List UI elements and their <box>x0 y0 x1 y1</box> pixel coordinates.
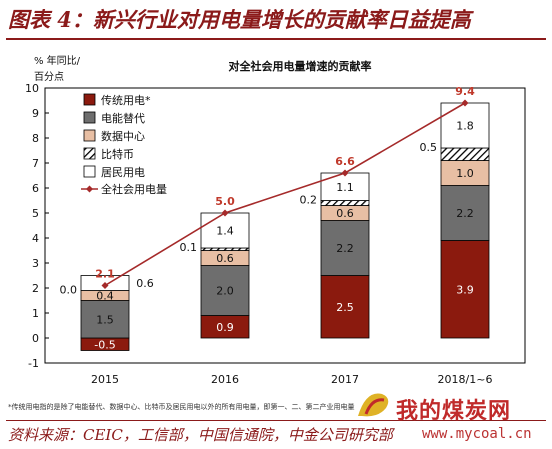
source-divider <box>6 420 546 421</box>
y-tick-label: 10 <box>25 82 39 95</box>
legend-swatch-traditional <box>83 93 96 106</box>
bar-traditional <box>440 240 490 339</box>
y-tick-label: 5 <box>32 207 39 220</box>
y-tick-label: 9 <box>32 107 39 120</box>
data-label-residential: 1.1 <box>336 181 354 194</box>
data-label-residential: 1.8 <box>456 120 474 133</box>
y-tick-label: -1 <box>28 357 39 370</box>
legend-swatch-total-marker <box>86 185 93 193</box>
bar-residential <box>200 212 250 249</box>
bar-substitution <box>320 220 370 276</box>
line-point <box>101 282 109 289</box>
y-axis-label-line1: % 年同比/ <box>34 54 81 67</box>
x-tick-label: 2015 <box>91 373 119 386</box>
legend-swatch-substitution <box>83 111 96 124</box>
data-label-datacenter: 1.0 <box>456 167 474 180</box>
line-label: 6.6 <box>335 155 355 168</box>
legend-entry: 数据中心 <box>101 129 145 143</box>
data-label-bitcoin: 0.5 <box>420 141 438 154</box>
data-label-traditional: 0.9 <box>216 321 234 334</box>
data-label-residential: 0.6 <box>136 277 154 290</box>
line-label: 2.1 <box>95 268 115 281</box>
plot-area: -1 0 1 2 3 4 5 6 7 8 9 10 2015 2016 2017 2018/1~6 -0.5 1.… <box>25 82 526 386</box>
line-point <box>461 99 469 107</box>
y-tick-label: 0 <box>32 332 39 345</box>
figure-title: 图表 4：新兴行业对用电量增长的贡献率日益提高 <box>8 7 471 32</box>
bar-substitution <box>200 265 250 316</box>
bar-residential <box>440 102 490 149</box>
data-label-substitution: 1.5 <box>96 313 114 326</box>
plot-frame <box>44 87 526 364</box>
bar-bitcoin <box>440 147 490 161</box>
data-label-bitcoin: 0.1 <box>180 241 198 254</box>
bar-datacenter <box>440 160 490 186</box>
data-label-substitution: 2.0 <box>216 285 234 298</box>
legend-entry: 传统用电* <box>101 94 151 107</box>
y-tick-label: 7 <box>32 157 39 170</box>
data-label-traditional: 3.9 <box>456 283 474 296</box>
stacked-bar-chart: 对全社会用电量增速的贡献率 % 年同比/ 百分点 -1 0 1 2 3 4 5 6 7 8 9 10 2… <box>25 54 526 386</box>
line-label: 9.4 <box>455 85 475 98</box>
chart-title: 对全社会用电量增速的贡献率 <box>229 59 372 73</box>
source-note: 资料来源：CEIC，工信部，中国信通院，中金公司研究部 <box>8 426 393 444</box>
legend-entry: 全社会用电量 <box>101 182 167 196</box>
data-label-datacenter: 0.4 <box>96 290 114 303</box>
data-label-bitcoin: 0.0 <box>60 284 78 297</box>
watermark-text: 我的煤炭网 <box>396 399 512 424</box>
data-label-traditional: 2.5 <box>336 301 354 314</box>
data-label-substitution: 2.2 <box>336 242 354 255</box>
x-tick-label: 2017 <box>331 373 359 386</box>
x-tick-label: 2016 <box>211 373 239 386</box>
data-label-datacenter: 0.6 <box>336 207 354 220</box>
y-tick-label: 4 <box>32 232 39 245</box>
line-label: 5.0 <box>215 195 235 208</box>
bar-bitcoin <box>320 200 370 206</box>
line-point <box>341 169 349 177</box>
footnote: *传统用电指的是除了电能替代、数据中心、比特币及居民用电以外的所有用电量，即第一… <box>8 403 355 411</box>
y-tick-label: 1 <box>32 307 39 320</box>
bar-substitution <box>440 185 490 241</box>
data-label-datacenter: 0.6 <box>216 252 234 265</box>
watermark-url: www.mycoal.cn <box>422 426 532 442</box>
legend-entry: 比特币 <box>101 147 134 161</box>
data-label-residential: 1.4 <box>216 225 234 238</box>
data-label-traditional: -0.5 <box>94 338 115 351</box>
title-divider <box>6 38 546 40</box>
y-tick-label: 2 <box>32 282 39 295</box>
data-label-bitcoin: 0.2 <box>300 194 318 207</box>
data-label-substitution: 2.2 <box>456 207 474 220</box>
legend-entry: 居民用电 <box>101 166 145 179</box>
legend-entry: 电能替代 <box>101 111 145 125</box>
y-axis-label-line2: 百分点 <box>34 71 64 83</box>
legend-swatch-datacenter <box>83 129 96 142</box>
y-tick-label: 3 <box>32 257 39 270</box>
watermark-logo-icon <box>358 393 389 417</box>
y-tick-label: 6 <box>32 182 39 195</box>
legend-swatch-residential <box>83 165 96 178</box>
y-tick-label: 8 <box>32 132 39 145</box>
line-point <box>221 209 229 217</box>
x-tick-label: 2018/1~6 <box>438 373 493 386</box>
line-total <box>104 102 466 287</box>
bar-substitution <box>80 300 130 339</box>
legend-swatch-bitcoin <box>83 147 96 160</box>
